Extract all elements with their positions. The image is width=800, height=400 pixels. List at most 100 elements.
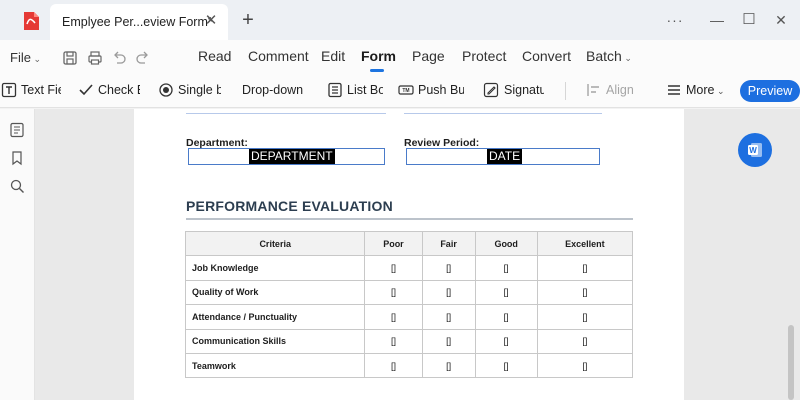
performance-evaluation-table: Criteria Poor Fair Good Excellent Job Kn… [184,230,634,379]
save-icon[interactable] [62,50,78,66]
check-box-tool[interactable]: Check Bo [98,83,140,97]
single-box-tool[interactable]: Single bo [178,83,221,97]
toolbar-divider [565,82,566,100]
table-row: Communication Skills [] [] [] [] [184,328,634,354]
left-sidebar [0,109,35,400]
redo-icon[interactable] [135,50,151,66]
more-options-icon[interactable]: ··· [666,12,684,28]
criteria-cell: Quality of Work [184,279,366,306]
menu-bar [0,40,800,76]
review-period-field-name: DATE [487,149,523,164]
vertical-scrollbar[interactable] [788,325,794,400]
rating-cell: [] [421,304,476,330]
rating-cell: [] [474,328,538,354]
rating-cell: [] [364,328,423,354]
column-header: Good [474,230,538,257]
rating-cell: [] [474,352,538,379]
rating-cell: [] [421,279,476,306]
criteria-cell: Attendance / Punctuality [184,304,366,330]
file-menu-label: File [10,50,31,65]
criteria-cell: Communication Skills [184,328,366,354]
text-field-icon [1,82,17,98]
document-tab[interactable]: Emplyee Per...eview Form* ✕ [50,4,228,40]
table-row: Teamwork [] [] [] [] [184,352,634,379]
previous-field-edge [186,109,386,114]
rating-cell: [] [364,352,423,379]
more-icon [668,85,680,95]
signature-tool[interactable]: Signatur [504,83,544,97]
word-convert-icon: W [748,143,762,157]
criteria-cell: Job Knowledge [184,255,366,281]
app-logo-icon [24,12,39,30]
rating-cell: [] [364,279,423,306]
align-icon [587,84,599,96]
section-title: PERFORMANCE EVALUATION [186,198,393,214]
list-box-icon [328,82,342,98]
rating-cell: [] [536,279,634,306]
column-header: Poor [364,230,423,257]
rating-cell: [] [536,328,634,354]
menu-comment[interactable]: Comment [248,48,309,64]
more-label: More [686,83,715,97]
column-header: Fair [421,230,476,257]
file-menu[interactable]: File ⌄ [10,50,41,65]
menu-page[interactable]: Page [412,48,445,64]
rating-cell: [] [536,304,634,330]
minimize-icon[interactable]: — [710,12,724,28]
svg-text:TM: TM [402,88,409,94]
rating-cell: [] [474,279,538,306]
menu-read[interactable]: Read [198,48,232,64]
push-button-tool[interactable]: Push Butt [418,83,464,97]
column-header: Excellent [536,230,634,257]
menu-convert[interactable]: Convert [522,48,572,64]
close-window-icon[interactable]: ✕ [775,12,787,28]
undo-icon[interactable] [111,50,127,66]
menu-form[interactable]: Form [361,48,396,64]
bookmark-icon[interactable] [9,150,25,166]
rating-cell: [] [474,255,538,281]
tab-close-icon[interactable]: ✕ [204,12,218,29]
rating-cell: [] [364,255,423,281]
rating-cell: [] [536,255,634,281]
section-divider [186,218,633,220]
word-convert-button[interactable]: W [738,133,772,167]
rating-cell: [] [421,352,476,379]
svg-text:W: W [749,146,757,155]
search-icon[interactable] [9,178,25,194]
align-tool: Align ⌄ [606,83,638,101]
menu-protect[interactable]: Protect [462,48,507,64]
table-row: Job Knowledge [] [] [] [] [184,255,634,281]
more-tool[interactable]: More ⌄ [686,83,725,97]
text-field-tool[interactable]: Text Fiel [21,83,61,97]
menu-batch-label: Batch [586,48,622,64]
department-label: Department: [186,137,248,149]
align-label: Align [606,83,634,97]
menu-batch[interactable]: Batch ⌄ [586,48,632,64]
maximize-icon[interactable]: ☐ [742,11,756,28]
push-button-icon: TM [398,85,414,95]
table-row: Attendance / Punctuality [] [] [] [] [184,304,634,330]
table-header-row: Criteria Poor Fair Good Excellent [184,230,634,257]
thumbnails-icon[interactable] [9,122,25,138]
radio-icon [159,83,173,97]
signature-icon [483,82,499,98]
preview-button[interactable]: Preview [740,80,800,102]
rating-cell: [] [421,255,476,281]
table-row: Quality of Work [] [] [] [] [184,279,634,306]
form-toolbar [0,76,800,108]
check-box-icon [79,84,93,96]
new-tab-icon[interactable]: + [242,9,254,31]
menu-edit[interactable]: Edit [321,48,346,64]
active-menu-indicator [370,69,384,72]
rating-cell: [] [474,304,538,330]
column-header: Criteria [184,230,366,257]
rating-cell: [] [421,328,476,354]
print-icon[interactable] [87,50,103,66]
rating-cell: [] [364,304,423,330]
list-box-tool[interactable]: List Box [347,83,383,97]
rating-cell: [] [536,352,634,379]
dropdown-tool[interactable]: Drop-down m [242,83,304,97]
previous-field-edge [404,109,602,114]
department-field-name: DEPARTMENT [249,149,335,164]
criteria-cell: Teamwork [184,352,366,379]
